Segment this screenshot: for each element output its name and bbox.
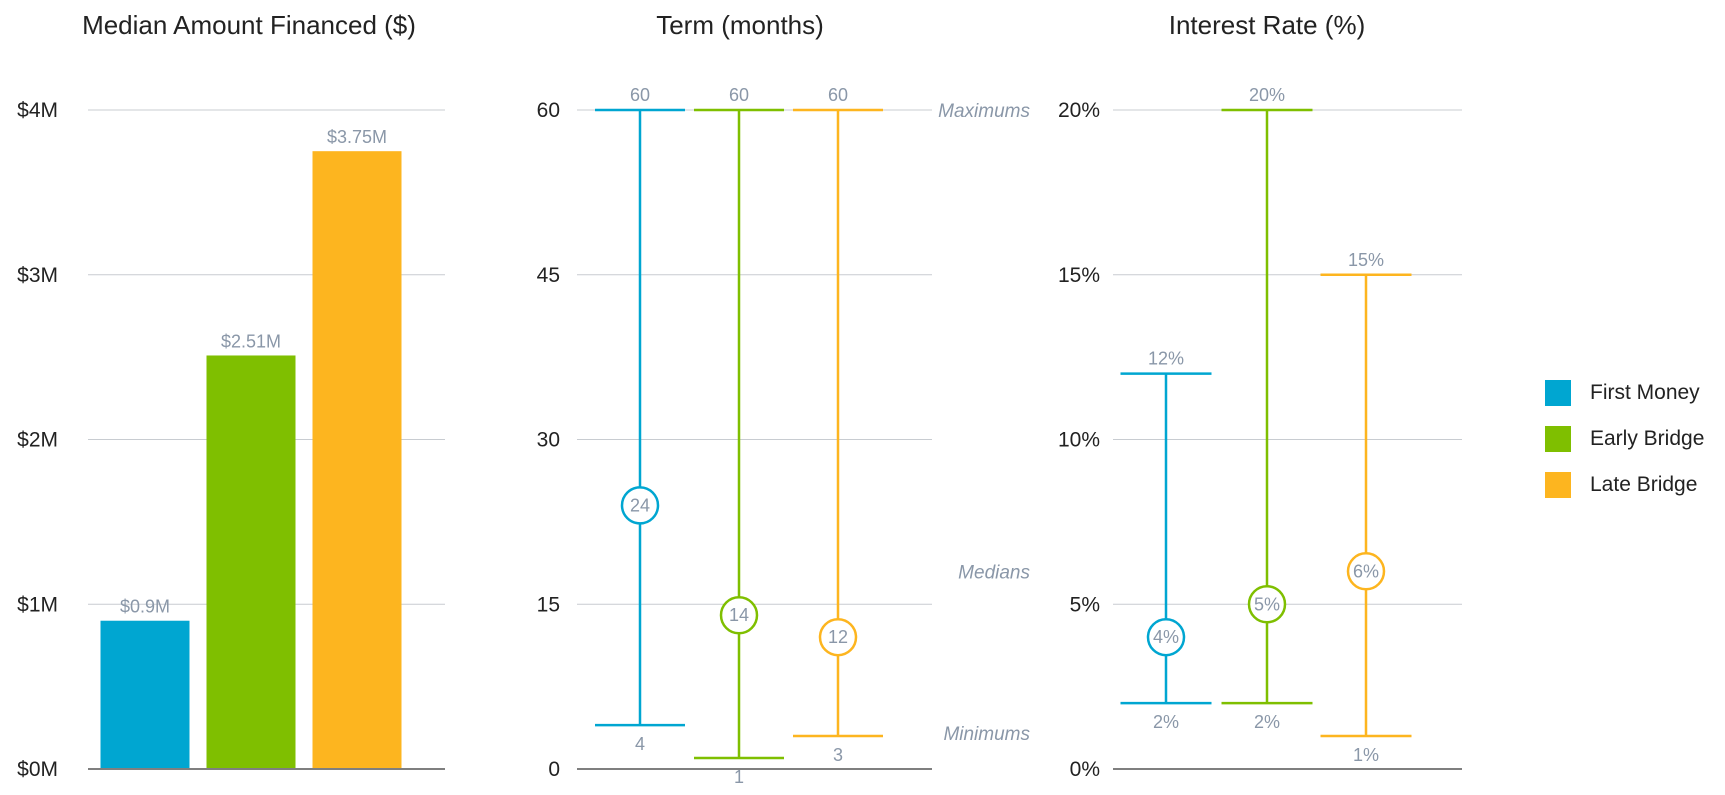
y-tick-label: 0% xyxy=(1070,758,1100,781)
median-marker-late-bridge xyxy=(818,617,858,657)
median-label: 6% xyxy=(1353,561,1379,581)
chart-title: Term (months) xyxy=(656,10,824,40)
y-tick-label: 20% xyxy=(1058,99,1100,122)
median-marker-first-money xyxy=(620,486,660,525)
y-tick-label: 5% xyxy=(1070,593,1100,616)
max-label: 60 xyxy=(630,85,650,105)
legend-item-early-bridge: Early Bridge xyxy=(1545,416,1704,462)
legend-swatch xyxy=(1545,472,1571,498)
max-label: 60 xyxy=(828,85,848,105)
y-tick-label: 10% xyxy=(1058,429,1100,452)
median-label: 4% xyxy=(1153,627,1179,647)
y-tick-label: $1M xyxy=(17,593,58,616)
annotation-maximums: Maximums xyxy=(938,101,1030,122)
legend-item-late-bridge: Late Bridge xyxy=(1545,462,1704,508)
legend-label: Late Bridge xyxy=(1590,473,1698,496)
min-label: 1% xyxy=(1353,745,1379,765)
min-label: 4 xyxy=(635,734,645,754)
legend-item-first-money: First Money xyxy=(1545,370,1704,416)
data-label: $0.9M xyxy=(120,597,170,617)
max-label: 60 xyxy=(729,85,749,105)
median-label: 24 xyxy=(630,495,650,515)
median-label: 5% xyxy=(1254,594,1280,614)
y-tick-label: 15 xyxy=(537,593,560,616)
bar-early-bridge xyxy=(206,355,296,768)
data-label: $3.75M xyxy=(327,127,387,147)
chart-title: Interest Rate (%) xyxy=(1169,10,1366,40)
bar-first-money xyxy=(100,620,190,768)
legend-swatch xyxy=(1545,380,1571,406)
max-label: 20% xyxy=(1249,85,1285,105)
min-label: 3 xyxy=(833,745,843,765)
min-label: 1 xyxy=(734,767,744,787)
median-marker-early-bridge xyxy=(719,595,759,635)
y-tick-label: 30 xyxy=(537,429,560,452)
y-tick-label: 15% xyxy=(1058,264,1100,287)
legend-swatch xyxy=(1545,426,1571,452)
annotation-medians: Medians xyxy=(958,562,1030,583)
median-label: 12 xyxy=(828,627,848,647)
y-tick-label: $4M xyxy=(17,99,58,122)
chart-title: Median Amount Financed ($) xyxy=(82,10,416,40)
y-tick-label: 45 xyxy=(537,264,560,287)
y-tick-label: $0M xyxy=(17,758,58,781)
median-marker-late-bridge xyxy=(1346,552,1386,591)
y-tick-label: 60 xyxy=(537,99,560,122)
max-label: 12% xyxy=(1148,349,1184,369)
max-label: 15% xyxy=(1348,250,1384,270)
legend: First Money Early Bridge Late Bridge xyxy=(1545,370,1704,508)
median-label: 14 xyxy=(729,605,749,625)
data-label: $2.51M xyxy=(221,331,281,351)
legend-label: Early Bridge xyxy=(1590,427,1705,450)
bar-late-bridge xyxy=(312,151,402,768)
min-label: 2% xyxy=(1254,712,1280,732)
min-label: 2% xyxy=(1153,712,1179,732)
median-marker-early-bridge xyxy=(1247,585,1287,624)
y-tick-label: $3M xyxy=(17,264,58,287)
y-tick-label: $2M xyxy=(17,429,58,452)
median-marker-first-money xyxy=(1146,617,1186,657)
y-tick-label: 0 xyxy=(548,758,560,781)
legend-label: First Money xyxy=(1590,381,1700,404)
annotation-minimums: Minimums xyxy=(943,724,1030,745)
